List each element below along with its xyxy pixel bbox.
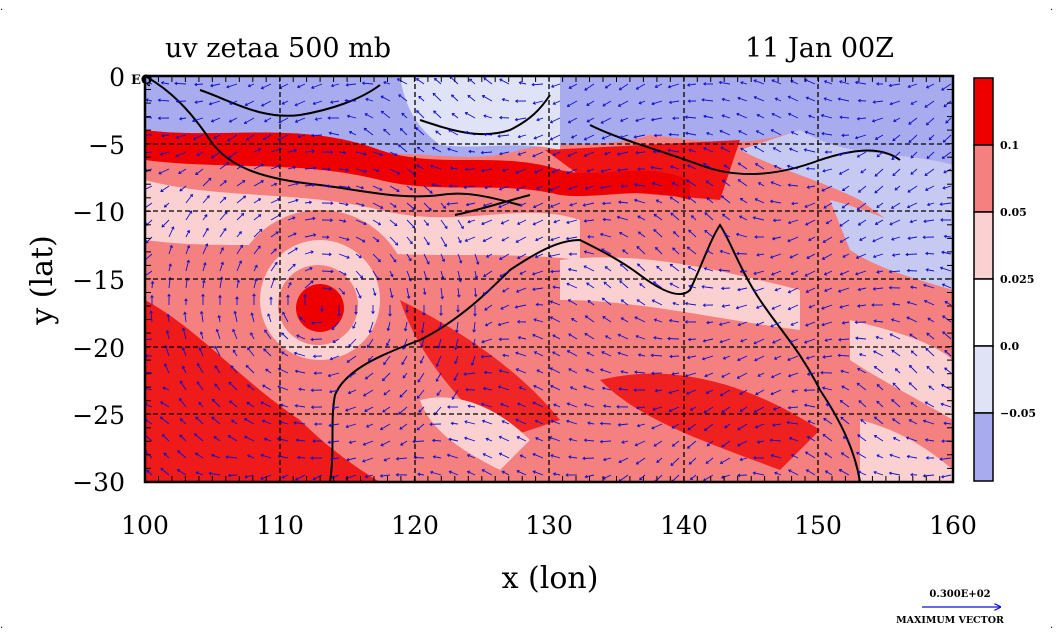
wind-vector (668, 339, 679, 340)
wind-vector (414, 458, 424, 459)
colorbar-label: 0.025 (1000, 273, 1034, 286)
x-tick-label: 160 (929, 511, 977, 540)
wind-vector (312, 135, 322, 136)
wind-vector (583, 458, 594, 459)
svg-text:.: . (0, 2, 3, 13)
colorbar-label: −0.05 (1000, 407, 1036, 420)
svg-text:.: . (0, 620, 3, 631)
y-axis-label: y (lat) (25, 235, 60, 325)
x-tick-label: 140 (660, 511, 708, 540)
y-tick-label: −15 (72, 266, 125, 295)
colorbar-swatch (974, 346, 993, 413)
svg-text:.: . (1050, 2, 1053, 13)
x-tick-label: 130 (525, 511, 573, 540)
y-tick-label: −20 (72, 334, 125, 363)
x-tick-label: 150 (794, 511, 842, 540)
wind-vector-head (141, 134, 143, 137)
y-tick-label: −25 (72, 401, 125, 430)
wind-vector-head (142, 387, 144, 390)
colorbar-swatch (974, 279, 993, 346)
wind-vector (601, 423, 612, 424)
vector-legend: 0.300E+02 MAXIMUM VECTOR (896, 589, 1004, 626)
wind-vector (669, 134, 679, 135)
colorbar-label: 0.1 (1000, 139, 1019, 152)
x-tick-label: 120 (391, 511, 439, 540)
colorbar-swatch (974, 413, 993, 481)
x-tick-label: 100 (121, 511, 169, 540)
svg-text:.: . (1050, 620, 1053, 631)
y-tick-label: −5 (88, 131, 125, 160)
colorbar-swatch (974, 212, 993, 279)
wind-vector-head (142, 371, 144, 374)
vector-legend-label: MAXIMUM VECTOR (896, 615, 1004, 626)
y-tick-label: 0 (109, 63, 125, 92)
colorbar-label: 0.05 (1000, 206, 1027, 219)
vector-legend-magnitude: 0.300E+02 (929, 589, 990, 600)
wind-vector (345, 101, 356, 102)
wind-vector (907, 271, 917, 272)
y-tick-label: −10 (72, 198, 125, 227)
wind-vector (311, 339, 322, 340)
y-tick-label: −30 (72, 468, 125, 497)
wind-vector (737, 254, 747, 255)
colorbar-label: 0.0 (1000, 340, 1019, 353)
colorbar (974, 78, 993, 481)
colorbar-swatch (974, 78, 993, 145)
colorbar-swatch (974, 145, 993, 212)
wind-vector (177, 101, 187, 102)
map-timestamp: 11 Jan 00Z (745, 33, 894, 64)
equator-label: EQ (131, 73, 152, 88)
x-axis-label: x (lon) (502, 561, 599, 596)
wind-vector (906, 254, 917, 255)
x-tick-label: 110 (256, 511, 304, 540)
wind-vector (322, 271, 333, 272)
map-title: uv zetaa 500 mb (165, 33, 391, 64)
